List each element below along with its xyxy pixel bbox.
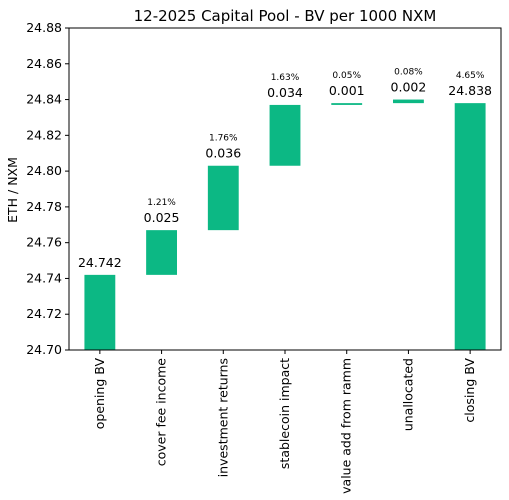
x-tick-label: cover fee income: [154, 358, 169, 467]
y-tick-label: 24.70: [26, 342, 62, 357]
pct-label: 1.63%: [271, 73, 300, 83]
value-label: 24.838: [448, 83, 492, 98]
y-tick-label: 24.78: [26, 199, 62, 214]
x-tick-label: value add from ramm: [339, 358, 354, 494]
pct-label: 4.65%: [456, 71, 485, 81]
value-label: 0.034: [267, 85, 303, 100]
x-tick-label: stablecoin impact: [277, 358, 292, 469]
pct-label: 0.08%: [394, 68, 423, 78]
plot-frame: [68, 27, 502, 351]
y-tick-label: 24.72: [26, 306, 62, 321]
y-tick-label: 24.76: [26, 235, 62, 250]
chart-marks: 24.70 24.72 24.74 24.76 24.78 24.80 24.82 24.84…: [26, 20, 492, 494]
y-tick-label: 24.74: [26, 270, 62, 285]
y-tick-label: 24.84: [26, 92, 62, 107]
pct-label: 1.21%: [147, 198, 176, 208]
bar-2: [146, 230, 177, 275]
bar-7: [454, 103, 486, 350]
bar-5: [331, 103, 363, 105]
bar-3: [207, 165, 239, 231]
chart-title: 12-2025 Capital Pool - BV per 1000 NXM: [134, 7, 437, 25]
value-label: 24.742: [78, 255, 122, 270]
value-label: 0.002: [391, 80, 427, 95]
x-tick-label: closing BV: [462, 358, 477, 423]
value-label: 0.036: [205, 146, 241, 161]
pct-label: 0.05%: [332, 71, 361, 81]
bar-6: [393, 99, 424, 104]
y-tick-label: 24.86: [26, 56, 62, 71]
value-label: 0.001: [329, 83, 365, 98]
y-tick-label: 24.82: [26, 127, 62, 142]
pct-label: 1.76%: [209, 134, 238, 144]
value-label: 0.025: [144, 210, 180, 225]
y-tick-label: 24.88: [26, 20, 62, 35]
x-tick-label: unallocated: [400, 358, 415, 431]
bar-1: [84, 274, 116, 350]
x-tick-label: opening BV: [92, 358, 107, 430]
y-tick-label: 24.80: [26, 163, 62, 178]
bar-4: [269, 104, 301, 166]
y-axis-title: ETH / NXM: [5, 157, 20, 223]
x-tick-label: investment returns: [215, 358, 230, 477]
